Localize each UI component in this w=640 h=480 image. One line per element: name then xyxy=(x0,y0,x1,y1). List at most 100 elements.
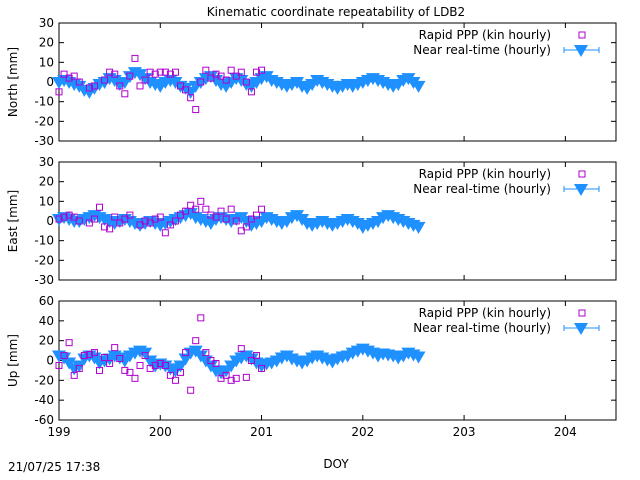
ppp-point xyxy=(258,205,266,213)
ppp-point xyxy=(111,70,119,78)
ppp-point xyxy=(80,352,88,360)
ppp-point xyxy=(258,364,266,372)
ppp-point xyxy=(232,374,240,382)
ppp-point xyxy=(182,207,190,215)
ppp-point xyxy=(141,352,149,360)
y-tick-label: 0 xyxy=(46,354,54,368)
ppp-point xyxy=(75,78,83,86)
ppp-point xyxy=(116,82,124,90)
y-tick-label: -20 xyxy=(34,114,54,128)
ppp-point xyxy=(141,76,149,84)
ppp-point xyxy=(227,66,235,74)
ppp-point xyxy=(136,82,144,90)
legend-label: Near real-time (hourly) xyxy=(413,182,551,196)
nrt-point xyxy=(411,351,426,364)
y-tick-label: 10 xyxy=(39,55,54,69)
ppp-point xyxy=(161,229,169,237)
panel-1: -30 -20 -10 0 10 20 30 North [mm] Rapid PPP (kin… xyxy=(6,16,617,148)
ppp-point xyxy=(126,211,134,219)
ppp-point xyxy=(85,84,93,92)
y-axis-label: North [mm] xyxy=(6,47,20,117)
ppp-point xyxy=(237,345,245,353)
ppp-point xyxy=(116,219,124,227)
ppp-point xyxy=(161,68,169,76)
ppp-point xyxy=(96,203,104,211)
x-tick-label: 199 xyxy=(48,425,71,439)
y-tick-label: -10 xyxy=(34,95,54,109)
legend-nrt-marker xyxy=(574,45,588,57)
legend-label: Near real-time (hourly) xyxy=(413,321,551,335)
y-tick-label: 40 xyxy=(39,314,54,328)
nrt-point xyxy=(173,360,188,373)
ppp-point xyxy=(252,211,260,219)
ppp-point xyxy=(60,70,68,78)
ppp-point xyxy=(166,70,174,78)
nrt-point xyxy=(411,80,426,93)
ppp-point xyxy=(136,221,144,229)
nrt-point xyxy=(411,221,426,234)
ppp-point xyxy=(202,349,210,357)
ppp-point xyxy=(237,227,245,235)
ppp-point xyxy=(182,86,190,94)
ppp-point xyxy=(85,219,93,227)
y-tick-label: -10 xyxy=(34,234,54,248)
ppp-point xyxy=(222,76,230,84)
ppp-point xyxy=(65,74,73,82)
ppp-point xyxy=(197,197,205,205)
y-tick-label: -60 xyxy=(34,413,54,427)
legend-ppp-marker xyxy=(578,309,586,317)
ppp-point xyxy=(252,352,260,360)
y-tick-label: -30 xyxy=(34,134,54,148)
ppp-point xyxy=(187,386,195,394)
x-tick-label: 202 xyxy=(351,425,374,439)
ppp-point xyxy=(65,211,73,219)
legend-nrt-marker xyxy=(574,323,588,335)
ppp-point xyxy=(161,361,169,369)
legend-label: Rapid PPP (kin hourly) xyxy=(419,306,551,320)
ppp-point xyxy=(55,361,63,369)
ppp-point xyxy=(207,211,215,219)
x-tick-label: 201 xyxy=(250,425,273,439)
ppp-point xyxy=(202,205,210,213)
ppp-point xyxy=(258,66,266,74)
ppp-point xyxy=(106,359,114,367)
ppp-point xyxy=(141,217,149,225)
ppp-point xyxy=(247,215,255,223)
y-tick-label: 60 xyxy=(39,294,54,308)
ppp-point xyxy=(131,54,139,62)
ppp-point xyxy=(121,90,129,98)
ppp-point xyxy=(202,66,210,74)
nrt-point xyxy=(138,347,153,360)
legend-label: Rapid PPP (kin hourly) xyxy=(419,28,551,42)
ppp-point xyxy=(96,366,104,374)
legend-label: Rapid PPP (kin hourly) xyxy=(419,167,551,181)
y-axis-label: East [mm] xyxy=(6,190,20,252)
ppp-point xyxy=(217,207,225,215)
ppp-point xyxy=(192,337,200,345)
ppp-point xyxy=(156,213,164,221)
ppp-point xyxy=(156,68,164,76)
ppp-point xyxy=(126,368,134,376)
ppp-point xyxy=(106,68,114,76)
ppp-point xyxy=(70,371,78,379)
ppp-point xyxy=(177,368,185,376)
ppp-point xyxy=(60,352,68,360)
ppp-point xyxy=(247,88,255,96)
legend-nrt-marker xyxy=(574,184,588,196)
ppp-point xyxy=(242,373,250,381)
ppp-point xyxy=(232,217,240,225)
x-axis-label: DOY xyxy=(323,457,349,471)
ppp-point xyxy=(197,314,205,322)
ppp-point xyxy=(212,359,220,367)
ppp-point xyxy=(126,72,134,80)
ppp-point xyxy=(90,82,98,90)
ppp-point xyxy=(70,72,78,80)
ppp-point xyxy=(212,213,220,221)
ppp-point xyxy=(101,223,109,231)
ppp-point xyxy=(242,223,250,231)
y-axis-label: Up [mm] xyxy=(6,334,20,387)
ppp-point xyxy=(242,78,250,86)
x-tick-label: 203 xyxy=(453,425,476,439)
ppp-point xyxy=(222,215,230,223)
y-tick-label: 20 xyxy=(39,36,54,50)
